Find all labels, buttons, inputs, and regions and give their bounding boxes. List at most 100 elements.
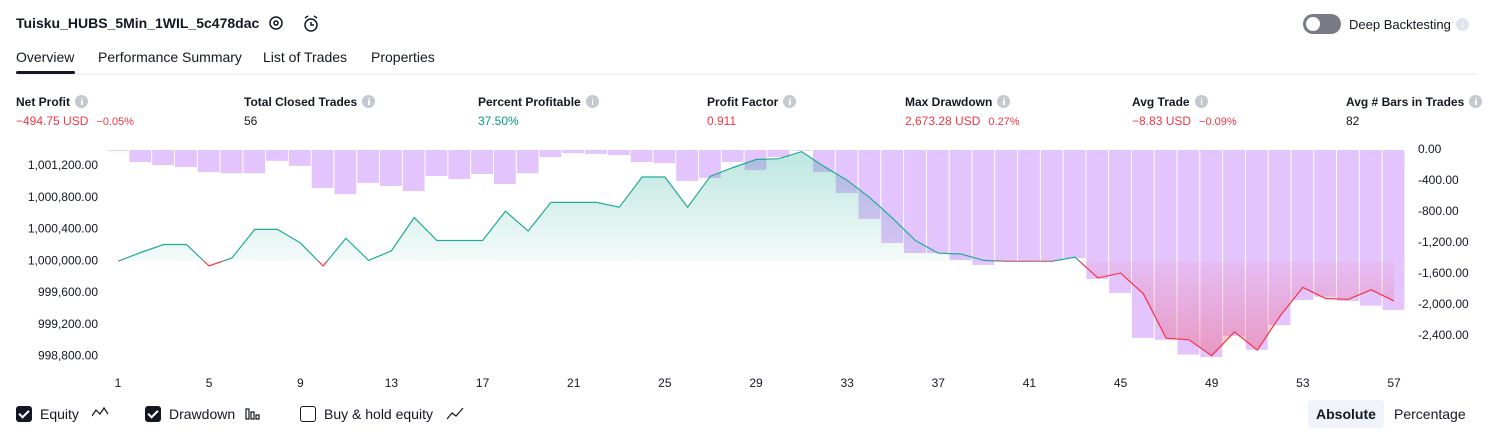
tab[interactable]: Properties bbox=[371, 49, 435, 65]
drawdown-bar bbox=[402, 150, 425, 192]
drawdown-bar bbox=[721, 150, 744, 163]
metric-percent: 0.27% bbox=[988, 116, 1020, 128]
metric-value: 0.911 bbox=[707, 114, 736, 128]
metric-label: Net Profit bbox=[16, 95, 88, 109]
drawdown-bar bbox=[357, 150, 380, 183]
drawdown-bar bbox=[334, 150, 357, 195]
drawdown-bar bbox=[904, 150, 926, 254]
x-tick-label: 13 bbox=[385, 376, 399, 390]
legend-icon bbox=[245, 408, 260, 420]
metric-label-text: Percent Profitable bbox=[478, 95, 581, 109]
drawdown-bar bbox=[676, 150, 699, 181]
metric-value-text: 56 bbox=[244, 114, 258, 128]
info-icon bbox=[362, 95, 376, 108]
metric-label: Avg # Bars in Trades bbox=[1346, 95, 1483, 109]
tab-underline bbox=[16, 71, 75, 74]
drawdown-bar bbox=[174, 150, 197, 168]
checkbox[interactable] bbox=[145, 406, 161, 422]
x-tick-label: 25 bbox=[658, 376, 672, 390]
icon-path bbox=[245, 408, 260, 420]
equity-area bbox=[118, 151, 1394, 356]
y-tick-label: 1,001,200.00 bbox=[28, 158, 98, 172]
x-tick-label: 33 bbox=[840, 376, 854, 390]
drawdown-bar bbox=[425, 150, 448, 176]
drawdown-bar bbox=[585, 150, 607, 154]
toggle[interactable] bbox=[1303, 14, 1341, 34]
info-icon bbox=[1469, 95, 1483, 108]
x-tick-label: 41 bbox=[1023, 376, 1037, 390]
drawdown-bar bbox=[1131, 150, 1154, 338]
x-tick-label: 45 bbox=[1114, 376, 1128, 390]
y2-tick-label: -400.00 bbox=[1418, 173, 1459, 187]
tab-separator bbox=[16, 73, 1478, 75]
x-tick-label: 17 bbox=[476, 376, 490, 390]
metric-label: Avg Trade bbox=[1132, 95, 1208, 109]
drawdown-bar bbox=[607, 150, 630, 156]
metric-percent: −0.05% bbox=[96, 116, 135, 128]
metric-value-text: 2,673.28 USD bbox=[905, 114, 981, 128]
drawdown-bar bbox=[380, 150, 402, 187]
x-tick-label: 21 bbox=[567, 376, 581, 390]
drawdown-bar bbox=[516, 150, 539, 174]
mode-button[interactable]: Absolute bbox=[1308, 400, 1384, 428]
metric-label-text: Max Drawdown bbox=[905, 95, 993, 109]
drawdown-bar bbox=[995, 150, 1018, 261]
info-icon bbox=[783, 95, 797, 108]
info-icon bbox=[585, 95, 599, 108]
y-tick-label: 1,000,800.00 bbox=[28, 190, 98, 204]
drawdown-bar bbox=[1018, 150, 1040, 261]
tab[interactable]: Overview bbox=[16, 49, 75, 65]
y-tick-label: 1,000,400.00 bbox=[28, 222, 98, 236]
strategy-title: Tuisku_HUBS_5Min_1WIL_5c478dac bbox=[16, 15, 260, 31]
metric-value-text: −8.83 USD bbox=[1132, 114, 1192, 128]
drawdown-bar bbox=[562, 150, 585, 154]
legend-item[interactable]: Equity bbox=[16, 406, 79, 422]
metric-label-text: Avg Trade bbox=[1132, 95, 1190, 109]
metric-percent: −0.09% bbox=[1199, 116, 1237, 128]
legend-icon bbox=[447, 407, 464, 420]
tab[interactable]: Performance Summary bbox=[98, 49, 242, 65]
y2-tick-label: -800.00 bbox=[1418, 204, 1459, 218]
legend-item[interactable]: Drawdown bbox=[145, 406, 235, 422]
metric-value-text: 82 bbox=[1346, 114, 1360, 128]
metric-label: Profit Factor bbox=[707, 95, 797, 109]
legend-item[interactable]: Buy & hold equity bbox=[300, 406, 433, 422]
metric-label: Percent Profitable bbox=[478, 95, 599, 109]
y-tick-label: 999,200.00 bbox=[38, 317, 98, 331]
y2-tick-label: -1,600.00 bbox=[1418, 266, 1469, 280]
y-tick-label: 998,800.00 bbox=[38, 349, 98, 363]
info-icon bbox=[75, 95, 88, 108]
info-icon bbox=[1194, 95, 1208, 108]
drawdown-bar bbox=[1314, 150, 1337, 297]
checkbox[interactable] bbox=[300, 406, 316, 422]
drawdown-bar bbox=[243, 150, 266, 174]
equity-line bbox=[117, 150, 1395, 357]
drawdown-bar bbox=[266, 150, 288, 161]
metric-value-text: 37.50% bbox=[478, 114, 519, 128]
drawdown-bar bbox=[926, 150, 949, 254]
metric-value: −494.75 USD −0.05% bbox=[16, 114, 134, 128]
drawdown-bar bbox=[949, 150, 972, 260]
y2-tick-label: 0.00 bbox=[1418, 142, 1442, 156]
drawdown-bar bbox=[1063, 150, 1086, 259]
drawdown-bar bbox=[699, 150, 721, 178]
x-tick-label: 37 bbox=[932, 376, 946, 390]
legend-label: Drawdown bbox=[169, 406, 236, 422]
header-icons bbox=[269, 15, 318, 32]
legend-label: Equity bbox=[40, 406, 79, 422]
metric-value-text: −494.75 USD bbox=[16, 114, 89, 128]
drawdown-bar bbox=[790, 150, 812, 151]
drawdown-bar bbox=[539, 150, 562, 157]
drawdown-bar bbox=[1109, 150, 1131, 293]
icon-path bbox=[447, 407, 464, 420]
checkbox[interactable] bbox=[16, 406, 32, 422]
chart: 998,800.00 999,200.00 999,600.00 1,000,000.… bbox=[28, 142, 1469, 390]
drawdown-bar bbox=[288, 150, 311, 166]
legend-icon bbox=[92, 406, 109, 417]
tab[interactable]: List of Trades bbox=[263, 49, 348, 65]
drawdown-bar bbox=[197, 150, 220, 173]
info-icon bbox=[997, 95, 1011, 108]
y2-tick-label: -1,200.00 bbox=[1418, 235, 1469, 249]
mode-button[interactable]: Percentage bbox=[1394, 406, 1466, 422]
x-tick-label: 53 bbox=[1296, 376, 1310, 390]
